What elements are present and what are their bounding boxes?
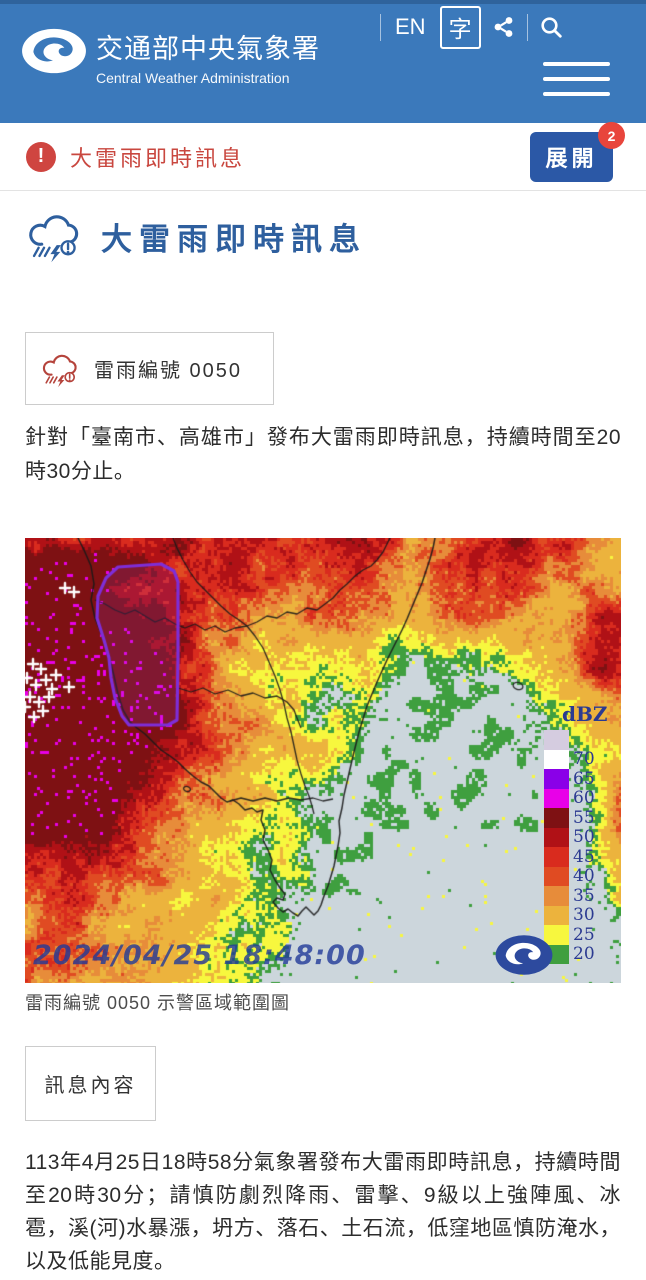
radar-map: dBZ 70 65 60 55 50 45 40 35 30 25 20 2024/04/25 18… [25,538,621,983]
search-icon[interactable] [539,15,563,39]
divider [526,13,528,41]
expand-button-label: 展開 [545,146,598,171]
dbz-legend-cell: 70 [544,749,595,769]
dbz-legend-cell: 35 [544,886,595,906]
dbz-legend-cell: 25 [544,925,595,945]
main-content: 大雷雨即時訊息 雷雨編號 0050 針對「臺南市、高雄市」發布大雷雨即時訊息，持… [0,207,646,1278]
alert-count-badge: 2 [598,122,625,149]
dbz-legend-cell: 30 [544,905,595,925]
dbz-legend-cell: 50 [544,827,595,847]
message-content-text: 113年4月25日18時58分氣象署發布大雷雨即時訊息，持續時間至20時30分；… [25,1151,621,1273]
bulletin-id-box: 雷雨編號 0050 [25,332,274,405]
menu-bar-icon [543,92,610,96]
share-icon[interactable] [492,15,516,39]
alert-bar-label: 大雷雨即時訊息 [70,145,246,171]
cwa-logo-icon [20,26,88,76]
message-box-label: 訊息內容 [44,1075,137,1097]
alert-exclamation-icon: ! [26,141,56,172]
bulletin-id-label: 雷雨編號 0050 [94,360,243,382]
dbz-legend-bar: 70 65 60 55 50 45 40 35 30 25 20 [544,730,608,964]
dbz-legend-cell: 65 [544,769,595,789]
menu-bar-icon [543,62,610,66]
menu-button[interactable] [543,62,610,96]
divider [380,13,381,41]
dbz-legend-cell: 40 [544,866,595,886]
header-tools: EN 字 [380,4,563,50]
header-topline [0,0,646,4]
site-header: 交通部中央氣象署 Central Weather Administration … [0,0,646,123]
cwa-logo-icon [492,933,556,977]
dbz-legend-unit: dBZ [562,702,608,726]
page-title: 大雷雨即時訊息 [25,207,621,265]
org-name-en: Central Weather Administration [96,70,290,86]
map-caption: 雷雨編號 0050 示警區域範圍圖 [25,993,291,1013]
expand-button[interactable]: 展開 2 [530,122,625,182]
brand-text: 交通部中央氣象署 Central Weather Administration [96,27,320,86]
dbz-legend: dBZ 70 65 60 55 50 45 40 35 30 25 20 [544,702,608,964]
bulletin-summary: 針對「臺南市、高雄市」發布大雷雨即時訊息，持續時間至20時30分止。 [25,426,621,483]
alert-bar: ! 大雷雨即時訊息 展開 2 [0,122,646,191]
dbz-legend-cell: 60 [544,788,595,808]
page-title-text: 大雷雨即時訊息 [101,221,367,257]
thunderstorm-icon [25,207,83,265]
radar-canvas [25,538,621,983]
dbz-legend-cell: 45 [544,847,595,867]
dbz-legend-cell [544,730,569,750]
thunderstorm-icon [40,349,80,389]
font-size-button[interactable]: 字 [439,5,481,49]
dbz-legend-cell: 55 [544,808,595,828]
lang-en-link[interactable]: EN [395,14,426,39]
menu-bar-icon [543,77,610,81]
message-content-box: 訊息內容 [25,1046,156,1121]
org-name-zh: 交通部中央氣象署 [96,34,320,64]
radar-timestamp: 2024/04/25 18:48:00 [33,940,366,971]
